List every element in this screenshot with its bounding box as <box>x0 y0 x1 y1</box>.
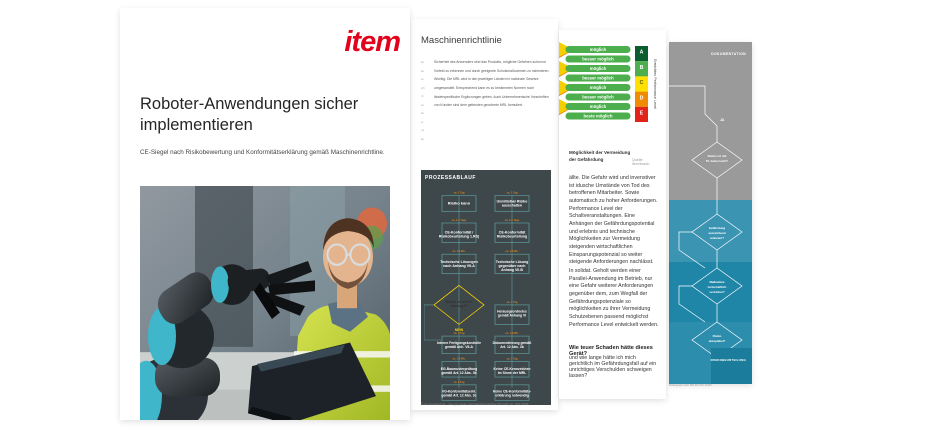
svg-text:Gefährdung: Gefährdung <box>709 226 726 230</box>
svg-text:ausreichend: ausreichend <box>708 231 725 235</box>
svg-text:besser möglich: besser möglich <box>582 57 614 62</box>
svg-text:ca. 1 Tag: ca. 1 Tag <box>454 380 465 384</box>
svg-text:B: B <box>640 65 644 71</box>
svg-text:ca. 2-3 Tage: ca. 2-3 Tage <box>452 218 467 222</box>
svg-text:ca. 1 Tag: ca. 1 Tag <box>507 191 518 195</box>
svg-text:ausschalten: ausschalten <box>502 203 522 207</box>
svg-text:Risikobeurteilung: Risikobeurteilung <box>497 235 527 239</box>
svg-text:Art. 12 Abs. 3b: Art. 12 Abs. 3b <box>500 345 524 349</box>
svg-text:Risikobeurteilung 1.RS): Risikobeurteilung 1.RS) <box>439 235 480 239</box>
svg-text:möglich: möglich <box>590 66 607 71</box>
svg-text:akzeptabel?: akzeptabel? <box>709 339 726 343</box>
svg-text:A: A <box>640 50 644 56</box>
svg-text:Erreichtes Performance Level: Erreichtes Performance Level <box>653 59 657 109</box>
svg-text:gemäß Anh. VII-A: gemäß Anh. VII-A <box>445 345 473 349</box>
svg-text:nach Anhang VII-A: nach Anhang VII-A <box>443 264 475 268</box>
svg-text:ca. 1 Tag: ca. 1 Tag <box>454 191 465 195</box>
svg-text:möglich: möglich <box>590 47 607 52</box>
svg-text:ca. 2-3 Tage: ca. 2-3 Tage <box>505 218 520 222</box>
svg-text:Risiko: Risiko <box>713 334 722 338</box>
svg-text:wirtschaftlich: wirtschaftlich <box>707 285 727 289</box>
svg-text:PL beherrscht?: PL beherrscht? <box>706 159 728 163</box>
svg-text:im Sinne der MRL: im Sinne der MRL <box>498 371 527 375</box>
svg-text:besser möglich: besser möglich <box>582 95 614 100</box>
svg-text:ca. 1-2 Wo.: ca. 1-2 Wo. <box>505 331 519 335</box>
svg-text:ca. 1 Tag: ca. 1 Tag <box>507 300 518 304</box>
svg-text:erklärung notwendig: erklärung notwendig <box>495 394 528 398</box>
svg-text:möglich: möglich <box>590 104 607 109</box>
svg-text:gemäß Art. 12 Abs. 3c: gemäß Art. 12 Abs. 3c <box>441 394 476 398</box>
svg-text:besser möglich: besser möglich <box>582 76 614 81</box>
svg-text:ca. 1 Tag: ca. 1 Tag <box>507 357 518 361</box>
svg-text:Risiko kann: Risiko kann <box>448 201 471 206</box>
svg-text:Anhang VII-B: Anhang VII-B <box>501 268 523 272</box>
svg-text:reduziert?: reduziert? <box>710 236 724 240</box>
svg-text:ca. 1-2 Wo.: ca. 1-2 Wo. <box>452 249 466 253</box>
svg-text:gemäß Art. 12 Abs. 3b: gemäß Art. 12 Abs. 3b <box>441 371 476 375</box>
svg-text:möglich: möglich <box>590 85 607 90</box>
svg-text:Risiko ist mit: Risiko ist mit <box>708 154 727 158</box>
svg-text:NEIN: NEIN <box>455 328 464 332</box>
svg-text:E: E <box>640 111 644 117</box>
svg-text:Anhang IV: Anhang IV <box>450 304 468 308</box>
svg-text:ca. 1-2 Wo.: ca. 1-2 Wo. <box>452 357 466 361</box>
svg-text:ca. 1-2 Wo.: ca. 1-2 Wo. <box>505 249 519 253</box>
svg-text:beste möglich: beste möglich <box>584 114 613 119</box>
svg-text:JA: JA <box>720 118 725 122</box>
svg-text:D: D <box>640 96 644 102</box>
svg-text:gemäß Anhang VI: gemäß Anhang VI <box>498 314 527 318</box>
svg-text:Maßnahme: Maßnahme <box>709 280 724 284</box>
svg-text:vertretbar?: vertretbar? <box>709 290 724 294</box>
svg-text:C: C <box>640 80 644 86</box>
